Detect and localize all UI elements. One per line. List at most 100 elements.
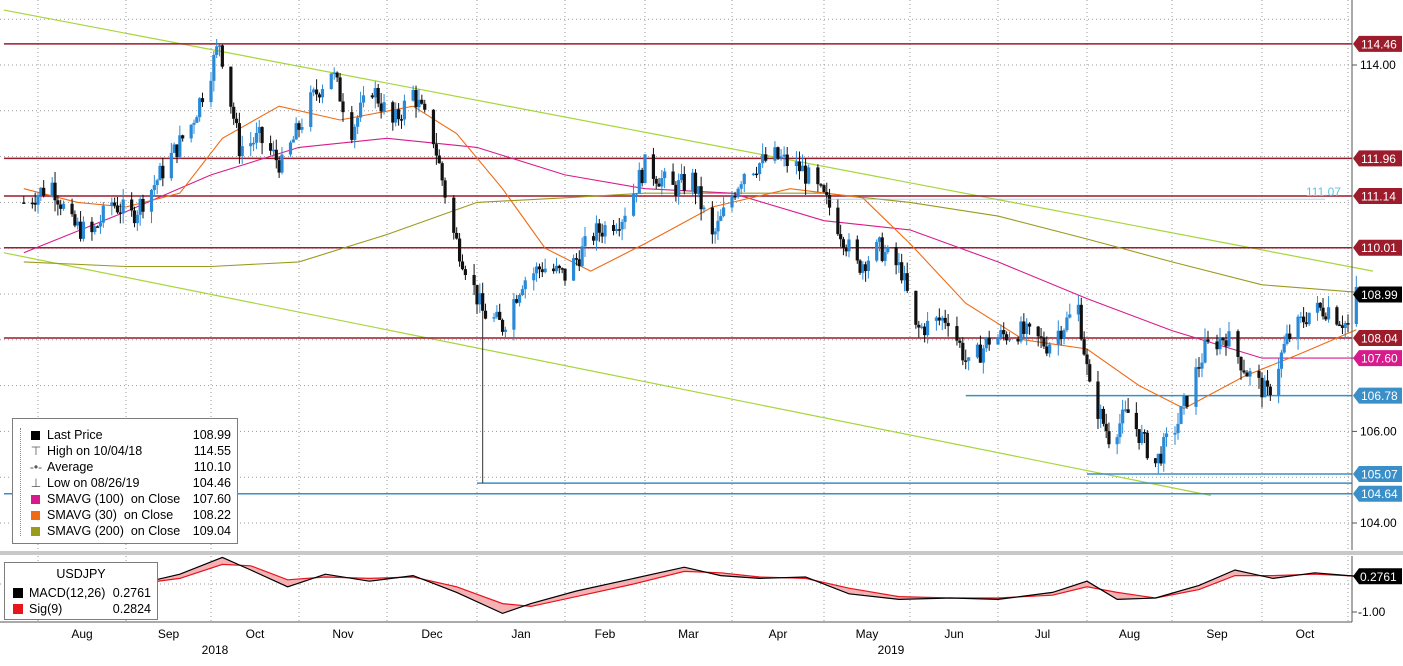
candle-body — [967, 357, 971, 361]
annotations: 111.07 — [824, 185, 1341, 200]
axis-label-110.01: 110.01 — [1353, 239, 1402, 256]
candle-body — [237, 123, 241, 157]
candle-body — [937, 317, 941, 321]
candle-body — [379, 103, 383, 112]
candle-body — [70, 203, 74, 215]
candle-body — [580, 246, 584, 267]
moving-averages — [23, 105, 1357, 410]
candle-body — [1176, 423, 1180, 434]
axis-label-box — [1353, 187, 1402, 204]
candle-body — [61, 203, 66, 209]
macd-ticker-title: USDJPY — [56, 567, 106, 581]
candle-body — [535, 266, 539, 274]
candle-body — [1239, 356, 1243, 371]
month-label: Nov — [332, 627, 353, 641]
candle-body — [1179, 406, 1183, 424]
candle-body — [702, 207, 706, 210]
candle-body — [637, 169, 641, 194]
candle-body — [1059, 330, 1063, 339]
candle-body — [807, 167, 811, 184]
candle-body — [1096, 381, 1100, 419]
candle-body — [178, 135, 182, 158]
axis-label-104.64: 104.64 — [1353, 485, 1402, 502]
candle-body — [1145, 432, 1149, 459]
candle-body — [858, 260, 862, 273]
candle-body — [200, 98, 205, 103]
legend-swatch-last-price — [31, 431, 40, 440]
trend-line-channel-upper — [3, 9, 1374, 272]
candle-body — [710, 207, 714, 235]
candle-body — [1200, 362, 1204, 369]
candle-body — [101, 205, 105, 223]
axis-label-111.96: 111.96 — [1353, 150, 1402, 167]
candle-body — [249, 143, 253, 147]
candle-body — [457, 238, 462, 262]
legend-label: Last Price — [47, 428, 103, 442]
candle-body — [269, 143, 273, 151]
candle-body — [825, 191, 829, 196]
candle-body — [1056, 330, 1060, 345]
candle-body — [130, 199, 134, 211]
legend-value: 108.22 — [192, 508, 231, 522]
candle-body — [1042, 337, 1046, 347]
axis-label-text: 111.96 — [1361, 152, 1396, 166]
candle-body — [271, 149, 276, 152]
candle-body — [431, 109, 436, 145]
candle-body — [999, 330, 1003, 338]
candle-body — [905, 273, 909, 291]
candle-body — [1153, 458, 1158, 464]
macd-histogram-fill — [23, 557, 1357, 614]
candle-body — [229, 66, 233, 107]
candle-body — [320, 89, 325, 98]
candle-body — [1079, 304, 1083, 340]
candle-body — [294, 123, 298, 140]
sma100-line — [23, 137, 1357, 359]
candle-body — [195, 117, 199, 123]
candle-body — [996, 337, 1000, 345]
panel-divider — [0, 551, 1403, 555]
candle-body — [594, 223, 599, 241]
candle-body — [121, 199, 125, 214]
candle-body — [1088, 364, 1092, 382]
candle-body — [460, 261, 465, 270]
candle-body — [1326, 307, 1331, 320]
candle-body — [958, 340, 962, 343]
candle-body — [532, 273, 536, 281]
candle-body — [557, 265, 561, 269]
candle-body — [721, 207, 726, 217]
candle-body — [682, 174, 686, 191]
candle-body — [1099, 408, 1103, 419]
candle-body — [679, 174, 684, 181]
axis-tick-label: 106.00 — [1360, 424, 1397, 438]
candle-body — [1159, 453, 1163, 464]
candle-body — [651, 154, 656, 179]
candle-body — [751, 173, 756, 176]
candle-body — [481, 293, 485, 311]
candle-body — [498, 311, 502, 320]
candle-body — [677, 180, 681, 196]
candle-body — [1027, 323, 1032, 327]
candle-body — [1121, 409, 1125, 424]
candle-body — [1248, 371, 1252, 377]
axis-label-box — [1353, 150, 1402, 167]
candle-body — [280, 154, 284, 173]
candle-body — [1302, 316, 1306, 323]
candle-body — [730, 196, 734, 208]
candle-body — [1279, 352, 1284, 369]
month-label: Jan — [511, 627, 530, 641]
candle-body — [523, 280, 527, 290]
candle-body — [794, 161, 798, 167]
candle-body — [288, 142, 293, 155]
axis-tick-label: 104.00 — [1360, 516, 1397, 530]
candle-body — [382, 102, 386, 112]
candle-body — [902, 273, 907, 281]
candle-body — [30, 202, 34, 205]
candle-body — [434, 144, 438, 156]
candle-body — [623, 215, 627, 222]
axis-label-text: 108.04 — [1361, 331, 1398, 345]
candle-body — [1025, 323, 1029, 334]
candle-body — [251, 142, 256, 145]
candle-body — [847, 239, 851, 252]
candle-body — [554, 265, 559, 272]
month-label: Feb — [595, 627, 616, 641]
